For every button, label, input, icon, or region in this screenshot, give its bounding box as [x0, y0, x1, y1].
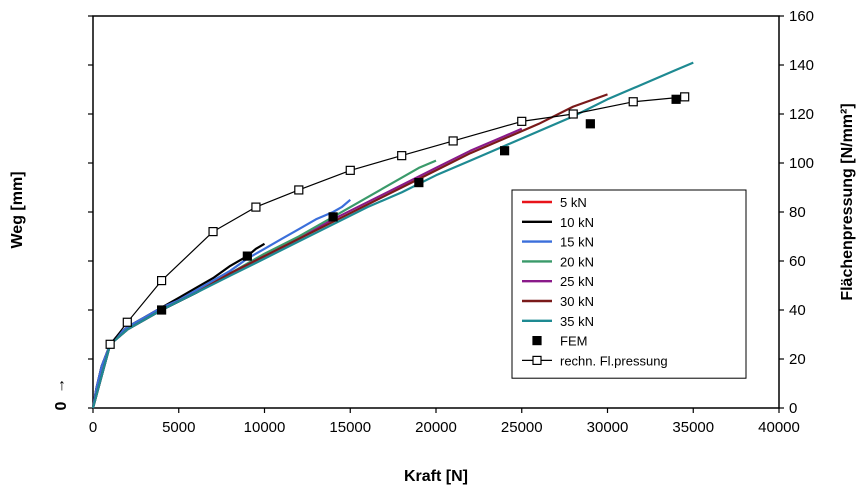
data-point-rechn-fl-pressung — [518, 117, 526, 125]
x-axis-tick-label: 40000 — [758, 419, 800, 436]
data-point-fem — [415, 179, 423, 187]
data-point-rechn-fl-pressung — [209, 228, 217, 236]
x-axis-tick-label: 20000 — [415, 419, 457, 436]
data-point-fem — [329, 213, 337, 221]
data-point-rechn-fl-pressung — [252, 203, 260, 211]
legend-swatch-marker — [533, 337, 541, 345]
y-axis-right-tick-label: 20 — [789, 351, 806, 368]
x-axis-tick-label: 25000 — [501, 419, 543, 436]
y-axis-right-tick-label: 80 — [789, 204, 806, 221]
data-point-fem — [243, 252, 251, 260]
y-axis-right-tick-label: 120 — [789, 106, 814, 123]
data-point-rechn-fl-pressung — [295, 186, 303, 194]
legend-swatch-marker — [533, 356, 541, 364]
legend-label: FEM — [560, 334, 587, 349]
y-axis-title-right: Flächenpressung [N/mm²] — [839, 103, 856, 300]
x-axis-tick-label: 15000 — [329, 419, 371, 436]
data-point-fem — [672, 95, 680, 103]
legend-label: 35 kN — [560, 314, 594, 329]
y-axis-right-tick-label: 140 — [789, 57, 814, 74]
y-axis-left-zero-label: 0 — [53, 401, 70, 410]
data-point-rechn-fl-pressung — [629, 98, 637, 106]
y-axis-right-tick-label: 0 — [789, 400, 797, 417]
legend-label: 15 kN — [560, 235, 594, 250]
x-axis-tick-label: 35000 — [672, 419, 714, 436]
legend-label: rechn. Fl.pressung — [560, 353, 668, 368]
data-point-rechn-fl-pressung — [158, 277, 166, 285]
y-axis-right-tick-label: 60 — [789, 253, 806, 270]
data-point-rechn-fl-pressung — [346, 166, 354, 174]
data-point-rechn-fl-pressung — [449, 137, 457, 145]
data-point-rechn-fl-pressung — [681, 93, 689, 101]
x-axis-tick-label: 5000 — [162, 419, 195, 436]
y-axis-right-tick-label: 100 — [789, 155, 814, 172]
legend-box — [512, 190, 746, 378]
y-axis-title-left: Weg [mm] — [9, 171, 26, 248]
x-axis-tick-label: 10000 — [244, 419, 286, 436]
data-point-rechn-fl-pressung — [569, 110, 577, 118]
chart-legend: 5 kN 10 kN 15 kN 20 kN 25 kN 30 kN 35 kN FEM rec… — [512, 190, 746, 378]
data-point-rechn-fl-pressung — [398, 152, 406, 160]
x-axis-title: Kraft [N] — [404, 468, 468, 485]
legend-label: 5 kN — [560, 195, 587, 210]
data-point-fem — [501, 147, 509, 155]
data-point-rechn-fl-pressung — [123, 318, 131, 326]
y-axis-left-arrow-icon: ↑ — [58, 377, 66, 394]
legend-label: 30 kN — [560, 294, 594, 309]
y-axis-right-tick-label: 160 — [789, 8, 814, 25]
x-axis-tick-label: 0 — [89, 419, 97, 436]
data-point-fem — [586, 120, 594, 128]
legend-label: 20 kN — [560, 254, 594, 269]
data-point-rechn-fl-pressung — [106, 340, 114, 348]
legend-label: 10 kN — [560, 215, 594, 230]
legend-label: 25 kN — [560, 274, 594, 289]
x-axis-tick-label: 30000 — [587, 419, 629, 436]
y-axis-right-tick-label: 40 — [789, 302, 806, 319]
data-point-fem — [158, 306, 166, 314]
